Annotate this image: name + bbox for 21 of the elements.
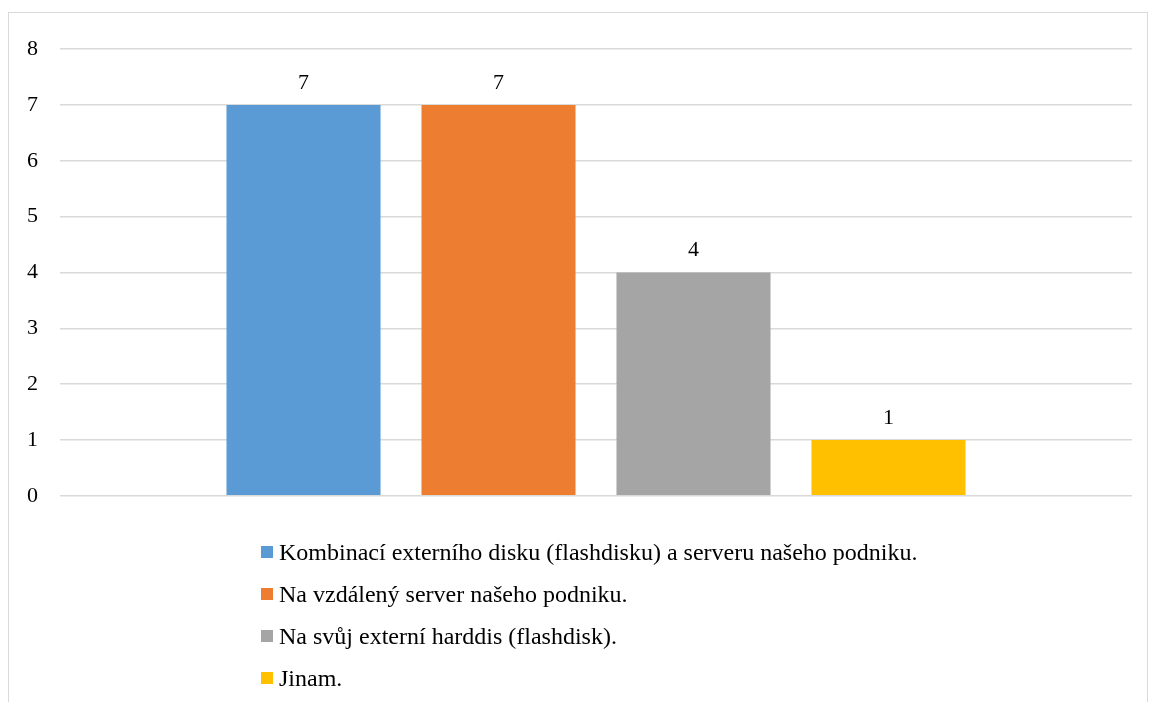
y-tick-label: 7 <box>27 90 38 116</box>
bar <box>811 439 966 496</box>
y-tick-label: 1 <box>27 425 38 451</box>
y-tick-label: 5 <box>27 202 38 228</box>
y-tick-label: 2 <box>27 369 38 395</box>
bar <box>616 272 771 496</box>
data-label: 7 <box>493 68 504 94</box>
y-tick-label: 3 <box>27 314 38 340</box>
data-label: 7 <box>298 68 309 94</box>
legend-label: Na svůj externí harddis (flashdisk). <box>279 622 617 650</box>
y-tick-label: 0 <box>27 481 38 507</box>
legend-label: Kombinací externího disku (flashdisku) a serveru našeho podniku. <box>279 538 918 566</box>
legend-label: Na vzdálený server našeho podniku. <box>279 580 628 608</box>
y-tick-label: 4 <box>27 258 38 284</box>
data-label: 1 <box>883 403 894 429</box>
y-tick-label: 6 <box>27 146 38 172</box>
legend-label: Jinam. <box>279 664 343 692</box>
data-label: 4 <box>688 236 699 262</box>
bar <box>226 105 381 496</box>
y-tick-label: 8 <box>27 34 38 60</box>
bar <box>421 105 576 496</box>
